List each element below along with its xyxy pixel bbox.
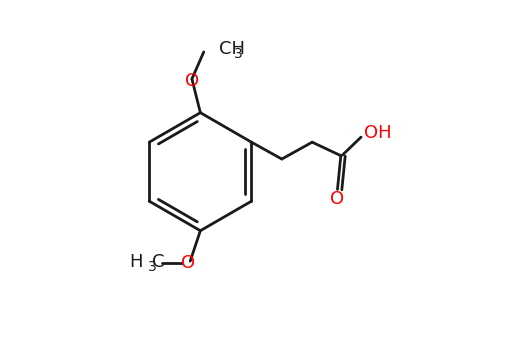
Text: 3: 3 [148, 260, 157, 274]
Text: O: O [330, 190, 345, 208]
Text: C: C [153, 253, 165, 271]
Text: H: H [130, 253, 143, 271]
Text: CH: CH [219, 39, 245, 57]
Text: 3: 3 [234, 47, 243, 61]
Text: O: O [185, 72, 199, 90]
Text: OH: OH [365, 124, 392, 142]
Text: O: O [181, 254, 196, 272]
